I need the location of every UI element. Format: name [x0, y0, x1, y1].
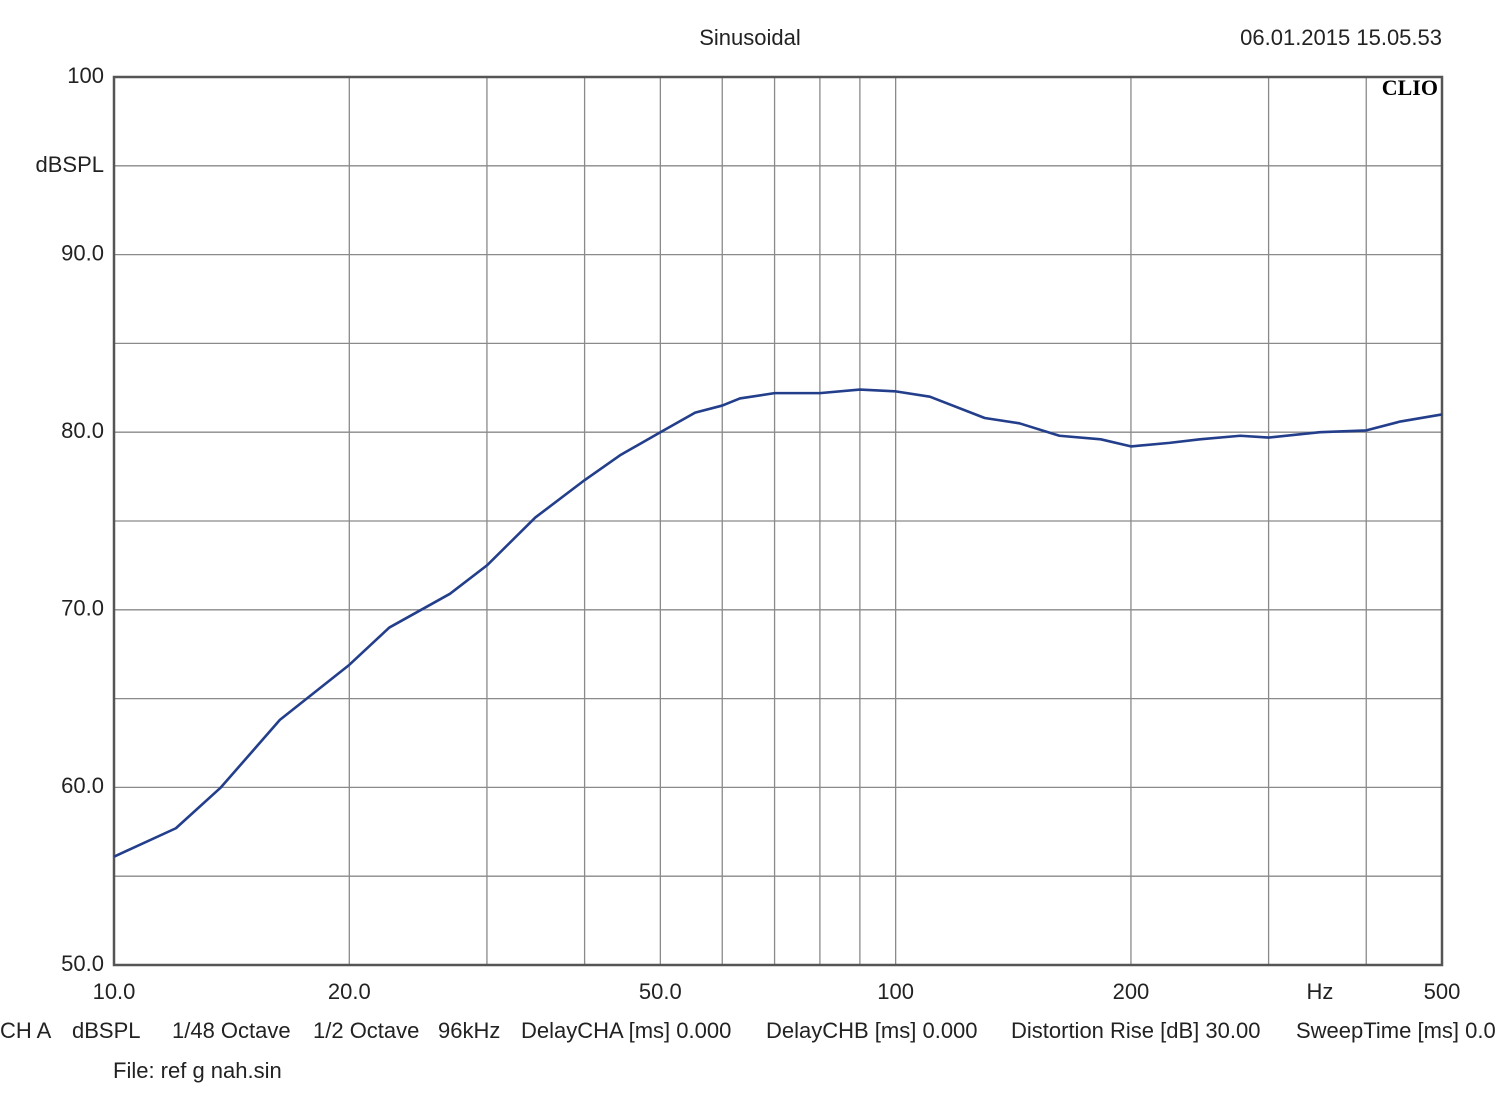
footer-item: 1/2 Octave [313, 1018, 419, 1043]
x-tick-label: 50.0 [639, 979, 682, 1004]
plot-frame [112, 75, 1444, 967]
timestamp: 06.01.2015 15.05.53 [1240, 25, 1442, 50]
y-tick-label: 90.0 [61, 240, 104, 265]
footer-item: SweepTime [ms] 0.0 [1296, 1018, 1496, 1043]
x-tick-label: 100 [877, 979, 914, 1004]
footer-item: dBSPL [72, 1018, 141, 1043]
x-tick-label: 10.0 [93, 979, 136, 1004]
footer-item: DelayCHA [ms] 0.000 [521, 1018, 731, 1043]
y-tick-label: 70.0 [61, 596, 104, 621]
brand: CLIO [1382, 75, 1438, 100]
footer-item: DelayCHB [ms] 0.000 [766, 1018, 978, 1043]
x-tick-label: 500 [1424, 979, 1461, 1004]
y-tick-label: 100 [67, 63, 104, 88]
footer-item: 1/48 Octave [172, 1018, 291, 1043]
y-axis-label: dBSPL [36, 152, 105, 177]
x-tick-label: 200 [1113, 979, 1150, 1004]
x-axis-label: Hz [1307, 979, 1334, 1004]
footer-item: CH A [0, 1018, 52, 1043]
x-tick-label: 20.0 [328, 979, 371, 1004]
y-tick-label: 60.0 [61, 773, 104, 798]
y-tick-label: 50.0 [61, 951, 104, 976]
data-line [113, 388, 1443, 858]
footer-item: 96kHz [438, 1018, 500, 1043]
y-tick-label: 80.0 [61, 418, 104, 443]
file-name: File: ref g nah.sin [113, 1058, 282, 1083]
footer-item: Distortion Rise [dB] 30.00 [1011, 1018, 1260, 1043]
chart-title: Sinusoidal [699, 25, 801, 50]
